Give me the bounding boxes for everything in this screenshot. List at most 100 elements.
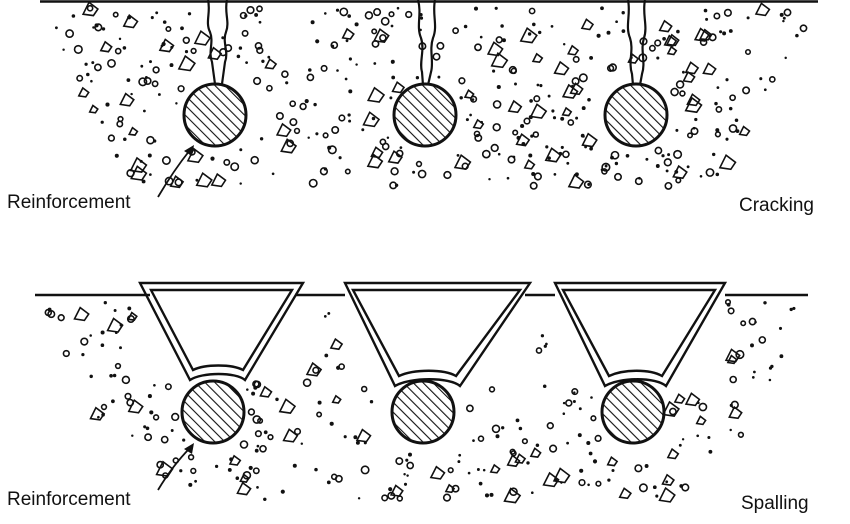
aggregate-particle: [754, 2, 771, 17]
aggregate-particle: [399, 146, 403, 149]
aggregate-particle: [548, 444, 558, 453]
aggregate-particle: [315, 132, 319, 136]
aggregate-particle: [305, 361, 323, 377]
aggregate-particle: [581, 132, 598, 148]
aggregate-particle: [613, 172, 622, 181]
aggregate-particle: [723, 8, 732, 17]
aggregate-particle: [561, 83, 579, 99]
aggregate-particle: [528, 7, 536, 15]
aggregate-particle: [254, 42, 263, 50]
aggregate-particle: [127, 311, 138, 321]
aggregate-particle: [778, 326, 783, 330]
aggregate-particle: [540, 334, 545, 338]
aggregate-particle: [417, 169, 427, 179]
aggregate-particle: [235, 476, 240, 480]
aggregate-particle: [112, 373, 117, 378]
aggregate-particle: [463, 88, 475, 99]
aggregate-particle: [795, 33, 799, 38]
aggregate-particle: [447, 467, 454, 474]
aggregate-particle: [584, 145, 588, 149]
aggregate-particle: [371, 116, 376, 121]
aggregate-particle: [711, 152, 716, 157]
aggregate-particle: [490, 51, 509, 69]
cracking-label: Cracking: [739, 195, 814, 216]
aggregate-particle: [476, 468, 480, 471]
aggregate-particle: [323, 315, 327, 318]
aggregate-particle: [324, 12, 327, 15]
aggregate-particle: [230, 162, 240, 172]
aggregate-particle: [768, 378, 772, 382]
aggregate-particle: [118, 37, 122, 41]
aggregate-particle: [666, 447, 680, 460]
aggregate-particle: [160, 44, 164, 48]
aggregate-particle: [634, 177, 643, 186]
aggregate-particle: [149, 60, 152, 64]
aggregate-particle: [329, 421, 334, 426]
aggregate-particle: [565, 399, 573, 407]
aggregate-particle: [523, 158, 536, 170]
aggregate-particle: [81, 1, 99, 17]
aggregate-particle: [246, 388, 249, 391]
aggregate-particle: [496, 84, 501, 90]
aggregate-particle: [453, 153, 472, 170]
aggregate-particle: [195, 178, 199, 182]
aggregate-particle: [577, 433, 582, 438]
aggregate-particle: [354, 22, 359, 27]
aggregate-particle: [469, 113, 472, 117]
aggregate-particle: [408, 452, 412, 457]
aggregate-particle: [754, 320, 757, 324]
aggregate-particle: [727, 307, 735, 315]
aggregate-particle: [520, 123, 525, 129]
aggregate-particle: [170, 45, 174, 49]
aggregate-particle: [503, 487, 522, 504]
aggregate-particle: [682, 70, 696, 83]
aggregate-particle: [187, 12, 192, 16]
spall-crater: [343, 281, 533, 388]
aggregate-particle: [214, 464, 219, 469]
aggregate-particle: [341, 27, 355, 40]
aggregate-particle: [722, 31, 727, 36]
aggregate-particle: [405, 10, 413, 19]
aggregate-particle: [608, 63, 617, 72]
aggregate-particle: [387, 149, 403, 164]
aggregate-particle: [363, 441, 367, 445]
aggregate-particle: [562, 150, 570, 159]
aggregate-particle: [114, 47, 122, 55]
aggregate-particle: [465, 118, 469, 122]
aggregate-particle: [782, 19, 785, 23]
aggregate-particle: [708, 449, 713, 454]
aggregate-particle: [162, 20, 167, 24]
aggregate-particle: [184, 50, 189, 54]
aggregate-particle: [729, 428, 732, 432]
aggregate-particle: [588, 451, 593, 456]
aggregate-particle: [595, 480, 602, 487]
aggregate-particle: [707, 435, 711, 440]
aggregate-particle: [149, 173, 152, 176]
aggregate-particle: [343, 435, 347, 439]
aggregate-particle: [267, 433, 274, 441]
aggregate-particle: [607, 478, 611, 482]
reinforcement-bar: [600, 379, 666, 445]
aggregate-particle: [338, 114, 346, 122]
aggregate-particle: [300, 442, 304, 445]
aggregate-particle: [705, 168, 715, 177]
aggregate-particle: [492, 123, 501, 132]
aggregate-particle: [389, 484, 404, 497]
aggregate-particle: [714, 131, 722, 138]
aggregate-particle: [521, 142, 526, 146]
aggregate-particle: [256, 444, 260, 448]
aggregate-particle: [573, 391, 576, 394]
aggregate-particle: [663, 34, 678, 47]
aggregate-particle: [552, 467, 571, 484]
aggregate-particle: [390, 24, 394, 28]
aggregate-particle: [73, 306, 90, 322]
aggregate-particle: [621, 11, 625, 15]
aggregate-particle: [106, 317, 124, 333]
aggregate-particle: [518, 426, 523, 431]
aggregate-particle: [789, 307, 793, 312]
aggregate-particle: [330, 41, 339, 49]
aggregate-particle: [488, 386, 496, 393]
aggregate-particle: [306, 73, 315, 82]
aggregate-particle: [155, 11, 159, 15]
aggregate-particle: [472, 439, 475, 442]
